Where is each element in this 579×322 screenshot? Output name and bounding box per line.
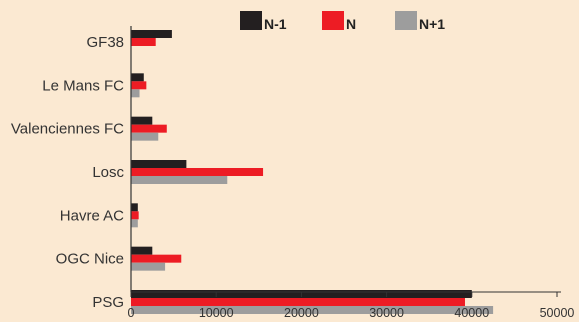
category-label-psg: PSG [92, 294, 124, 311]
legend-swatch-n-1 [395, 11, 417, 30]
x-tick-label-40000: 40000 [454, 306, 489, 320]
bar-le-mans-fc-n [131, 81, 147, 90]
category-label-losc: Losc [92, 164, 124, 181]
bar-gf38-n-1 [131, 30, 172, 38]
legend-label-n-1: N-1 [264, 16, 287, 32]
legend-label-n-1: N+1 [419, 16, 445, 32]
bar-le-mans-fc-n-1 [131, 89, 140, 98]
x-tick-label-50000: 50000 [540, 306, 575, 320]
bar-losc-n [131, 168, 264, 176]
bar-havre-ac-n [131, 211, 139, 220]
bars-layer [131, 30, 494, 314]
bar-losc-n-1 [131, 176, 228, 184]
x-axis: 0 10000 20000 30000 40000 50000 [128, 26, 575, 320]
bar-ogc-nice-n-1 [131, 246, 153, 255]
legend-swatch-n [322, 11, 344, 30]
x-tick-label-10000: 10000 [199, 306, 234, 320]
x-tick-label-0: 0 [128, 306, 135, 320]
legend-label-n: N [346, 16, 356, 32]
category-label-le-mans-fc: Le Mans FC [42, 77, 124, 94]
category-label-havre-ac: Havre AC [60, 207, 124, 224]
category-label-ogc-nice: OGC Nice [56, 251, 124, 268]
legend-swatch-n-1 [240, 11, 262, 30]
x-tick-label-30000: 30000 [369, 306, 404, 320]
bar-ogc-nice-n [131, 254, 182, 263]
bar-havre-ac-n-1 [131, 203, 138, 212]
category-label-gf38: GF38 [86, 34, 124, 51]
bar-valenciennes-fc-n-1 [131, 132, 159, 141]
bar-gf38-n [131, 38, 156, 46]
bar-havre-ac-n-1 [131, 219, 138, 228]
bar-psg-n [131, 298, 465, 306]
bar-le-mans-fc-n-1 [131, 73, 144, 82]
bar-valenciennes-fc-n-1 [131, 116, 153, 125]
bar-losc-n-1 [131, 160, 187, 168]
x-tick-label-20000: 20000 [284, 306, 319, 320]
legend: N-1 N N+1 [240, 11, 445, 32]
category-label-valenciennes-fc: Valenciennes FC [11, 121, 124, 138]
bar-psg-n-1 [131, 306, 494, 314]
category-labels: GF38 Le Mans FC Valenciennes FC Losc Havre A… [11, 34, 125, 311]
bar-valenciennes-fc-n [131, 124, 167, 133]
bar-ogc-nice-n-1 [131, 262, 166, 271]
